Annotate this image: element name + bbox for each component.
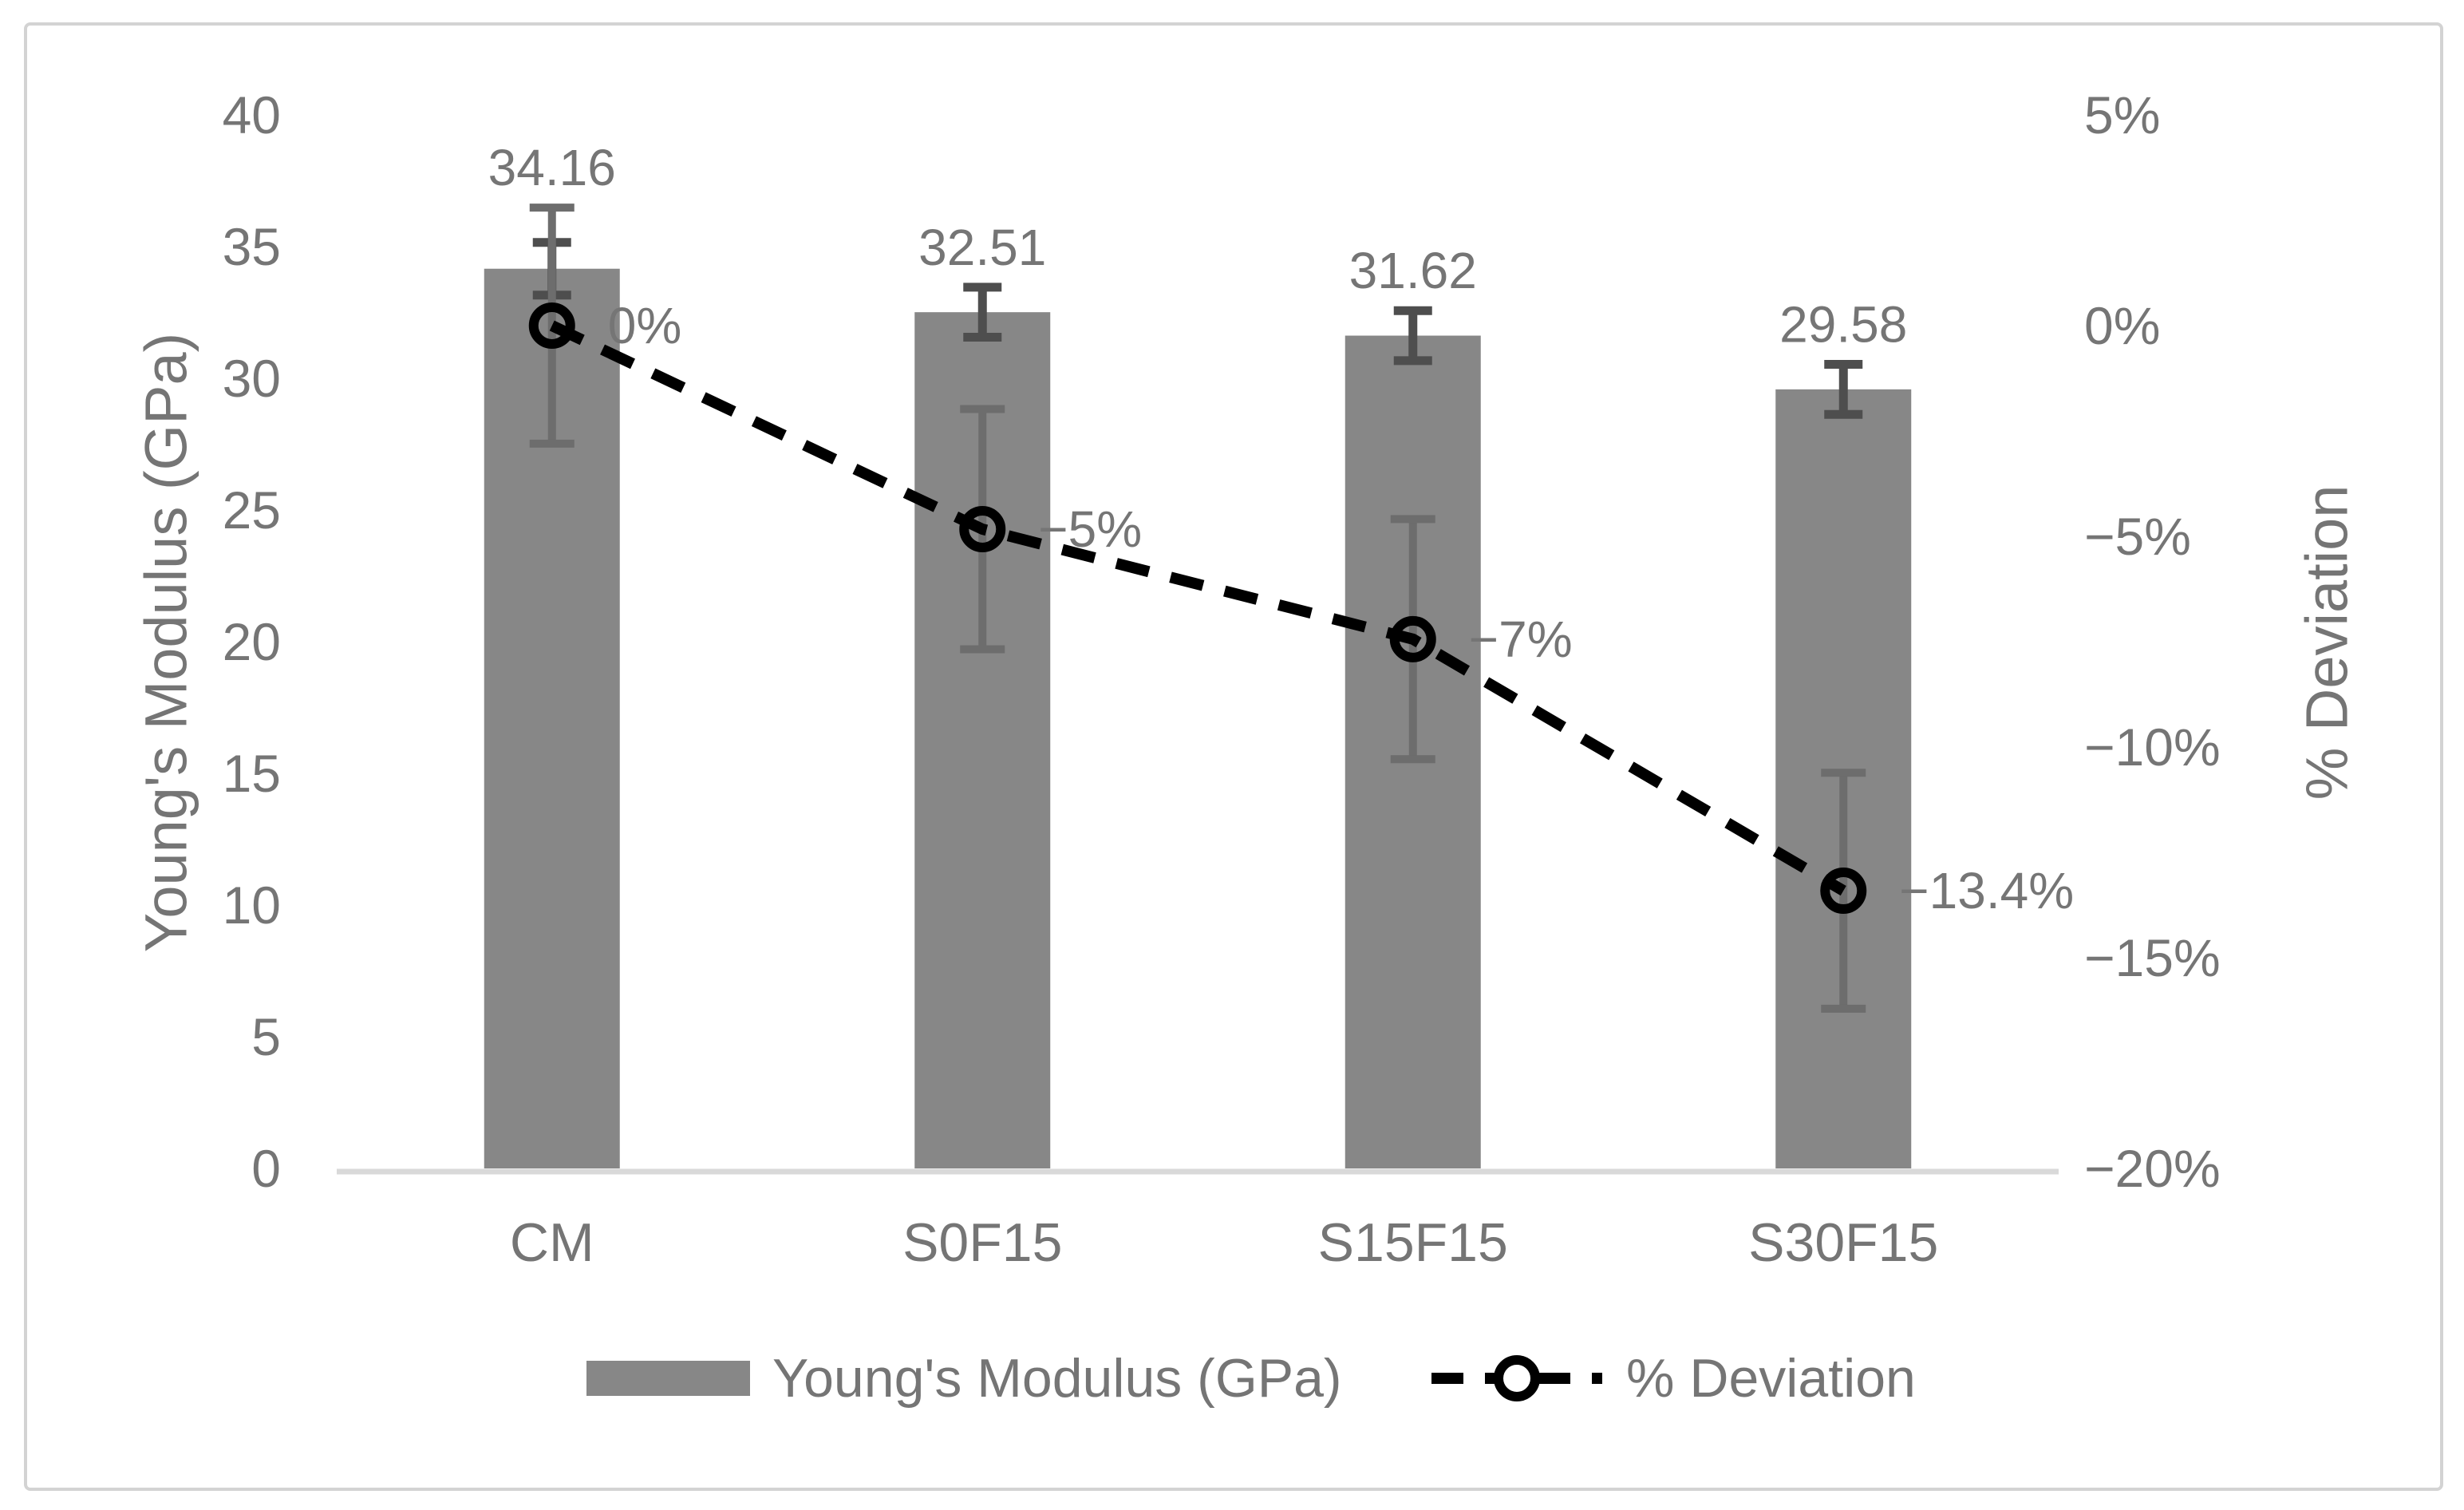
left-axis-tick-25: 25	[223, 480, 281, 540]
deviation-marker-S0F15	[959, 506, 1006, 553]
left-axis-title: Young's Modulus (GPa)	[132, 332, 199, 953]
right-axis-tick-5%: 5%	[2084, 85, 2160, 144]
category-label-S0F15: S0F15	[902, 1212, 1062, 1273]
dashed-line-marker-swatch	[1431, 1355, 1602, 1401]
right-axis-tick-−15%: −15%	[2084, 928, 2221, 987]
deviation-marker-S15F15	[1389, 615, 1436, 662]
legend-item-youngs-modulus: Young's Modulus (GPa)	[586, 1348, 1342, 1409]
right-axis-title: % Deviation	[2293, 484, 2360, 800]
category-label-S30F15: S30F15	[1748, 1212, 1938, 1273]
left-axis-tick-0: 0	[251, 1139, 281, 1198]
bar-value-label-S30F15: 29.58	[1779, 296, 1907, 354]
right-axis-tick-−5%: −5%	[2084, 507, 2191, 566]
deviation-line	[549, 320, 1846, 896]
figure-border	[24, 22, 2443, 1491]
deviation-point-label-CM: 0%	[608, 297, 682, 354]
bar-value-label-CM: 34.16	[488, 139, 616, 196]
deviation-marker-S30F15	[1820, 868, 1867, 915]
category-label-CM: CM	[510, 1212, 594, 1273]
left-axis-tick-35: 35	[223, 217, 281, 276]
left-axis-tick-15: 15	[223, 744, 281, 803]
right-axis-tick-−10%: −10%	[2084, 717, 2221, 777]
bar-value-label-S0F15: 32.51	[918, 219, 1046, 276]
deviation-point-label-S0F15: −5%	[1038, 500, 1142, 558]
deviation-marker-CM	[528, 302, 575, 349]
legend-item-deviation: % Deviation	[1428, 1348, 1916, 1409]
legend-label-deviation: % Deviation	[1626, 1348, 1916, 1409]
left-axis-tick-5: 5	[251, 1007, 281, 1066]
bar-value-label-S15F15: 31.62	[1349, 242, 1477, 299]
right-axis-tick-0%: 0%	[2084, 296, 2160, 355]
left-axis-tick-30: 30	[223, 349, 281, 408]
deviation-point-label-S30F15: −13.4%	[1899, 862, 2074, 919]
right-axis-tick-−20%: −20%	[2084, 1139, 2221, 1198]
left-axis-tick-10: 10	[223, 876, 281, 935]
left-axis-tick-20: 20	[223, 612, 281, 671]
deviation-point-label-S15F15: −7%	[1469, 611, 1573, 668]
legend-label-youngs-modulus: Young's Modulus (GPa)	[772, 1348, 1342, 1409]
bar-series-swatch	[586, 1361, 750, 1396]
category-label-S15F15: S15F15	[1318, 1212, 1508, 1273]
left-axis-tick-40: 40	[223, 85, 281, 144]
